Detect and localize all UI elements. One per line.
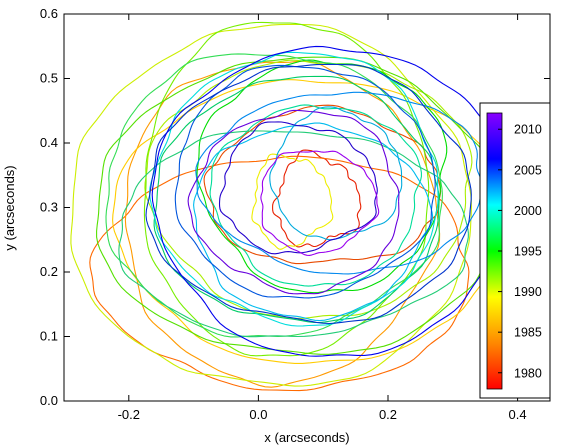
orbit-curve-1990 <box>143 21 430 357</box>
colorbar-tick-label: 1985 <box>514 326 542 340</box>
orbit-curve-1991 <box>96 56 498 355</box>
colorbar-tick-label: 1995 <box>514 245 542 259</box>
colorbar-tick-label: 2000 <box>514 204 542 218</box>
x-tick-label: -0.2 <box>118 407 140 422</box>
orbit-curve-1984 <box>203 104 442 265</box>
orbit-curve-2007 <box>218 121 378 255</box>
y-tick-label: 0.6 <box>40 6 58 21</box>
orbit-curve-1999 <box>193 122 434 322</box>
x-tick-label: 0.0 <box>249 407 267 422</box>
x-tick-label: 0.4 <box>509 407 527 422</box>
orbit-curve-1982 <box>89 155 470 392</box>
orbit-curve-1987 <box>251 153 334 250</box>
orbit-curve-1995 <box>209 104 422 287</box>
orbit-curve-1993 <box>105 53 443 338</box>
orbit-curves <box>70 21 507 392</box>
y-axis-label: y (arcseconds) <box>2 165 17 250</box>
orbit-curve-2002 <box>195 91 483 275</box>
orbit-curve-1998 <box>149 51 439 327</box>
orbit-curve-1988 <box>70 23 472 387</box>
orbit-curve-2009 <box>187 109 400 295</box>
orbit-curve-2006 <box>151 45 507 357</box>
x-axis-ticks: -0.2 0.0 0.2 0.4 <box>118 14 527 422</box>
x-axis-label: x (arcseconds) <box>264 430 349 445</box>
colorbar-tick-label: 2010 <box>514 123 542 137</box>
y-tick-label: 0.5 <box>40 71 58 86</box>
orbit-curve-1996 <box>118 130 469 338</box>
colorbar-tick-label: 2005 <box>514 163 542 177</box>
colorbar-tick-label: 1980 <box>514 366 542 380</box>
y-tick-label: 0.3 <box>40 200 58 215</box>
orbit-curve-1980 <box>272 149 362 248</box>
orbit-curve-2005 <box>145 63 472 325</box>
orbit-curve-1992 <box>196 59 448 294</box>
orbit-curve-2000 <box>269 106 403 241</box>
y-tick-label: 0.4 <box>40 135 58 150</box>
colorbar-tick-label: 1990 <box>514 285 542 299</box>
orbit-curve-2011 <box>260 150 380 256</box>
y-tick-label: 0.1 <box>40 329 58 344</box>
orbit-curve-2004 <box>174 64 436 299</box>
x-tick-label: 0.2 <box>379 407 397 422</box>
colorbar: 1980 1985 1990 1995 2000 2005 2010 <box>479 102 551 399</box>
colorbar-ticks: 1980 1985 1990 1995 2000 2005 2010 <box>498 123 542 380</box>
y-tick-label: 0.2 <box>40 264 58 279</box>
y-tick-label: 0.0 <box>40 393 58 408</box>
orbit-curve-1989 <box>144 59 473 319</box>
